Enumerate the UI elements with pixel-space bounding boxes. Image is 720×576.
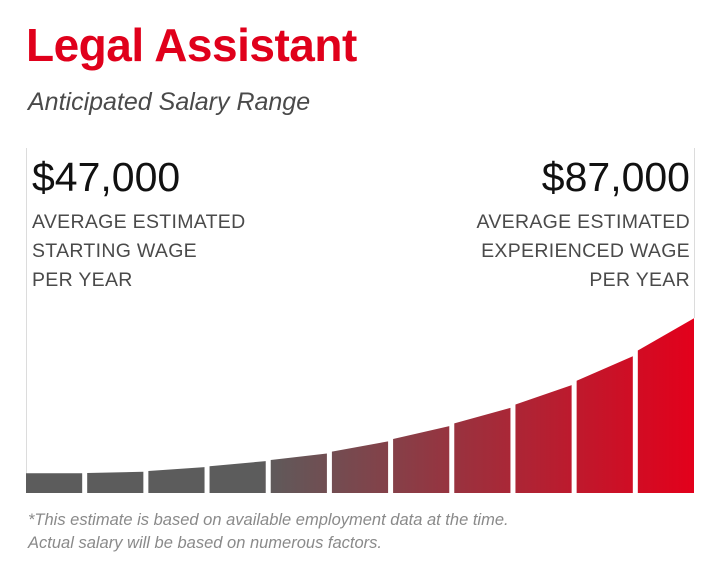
experienced-wage-line: EXPERIENCED WAGE <box>481 240 690 262</box>
left-divider-line <box>26 148 27 488</box>
starting-wage-line: AVERAGE ESTIMATED <box>32 211 246 233</box>
chart-title: Legal Assistant <box>26 19 357 71</box>
salary-bar <box>637 318 694 493</box>
experienced-wage-line: PER YEAR <box>589 269 690 291</box>
experienced-wage-amount: $87,000 <box>541 154 690 200</box>
salary-bar <box>515 385 572 493</box>
salary-bar <box>148 467 205 493</box>
salary-bar <box>26 473 83 493</box>
right-divider-line <box>694 148 695 318</box>
salary-bar <box>209 461 266 493</box>
salary-bar <box>576 356 633 493</box>
experienced-wage-description: AVERAGE ESTIMATED EXPERIENCED WAGE PER Y… <box>477 208 691 295</box>
chart-subtitle: Anticipated Salary Range <box>28 88 311 116</box>
starting-wage-description: AVERAGE ESTIMATED STARTING WAGE PER YEAR <box>32 208 246 295</box>
salary-bar <box>331 441 389 493</box>
footnote: *This estimate is based on available emp… <box>28 509 509 555</box>
footnote-line: *This estimate is based on available emp… <box>28 511 509 529</box>
starting-wage-amount: $47,000 <box>32 154 181 200</box>
salary-bar <box>87 471 144 493</box>
starting-wage-block: $47,000 AVERAGE ESTIMATED STARTING WAGE … <box>32 152 246 295</box>
experienced-wage-block: $87,000 AVERAGE ESTIMATED EXPERIENCED WA… <box>477 152 691 295</box>
footnote-line: Actual salary will be based on numerous … <box>28 534 383 552</box>
salary-bar <box>393 426 450 493</box>
salary-bar <box>270 453 327 493</box>
experienced-wage-line: AVERAGE ESTIMATED <box>476 211 690 233</box>
starting-wage-line: PER YEAR <box>32 269 133 291</box>
salary-bar <box>454 407 511 493</box>
starting-wage-line: STARTING WAGE <box>32 240 197 262</box>
